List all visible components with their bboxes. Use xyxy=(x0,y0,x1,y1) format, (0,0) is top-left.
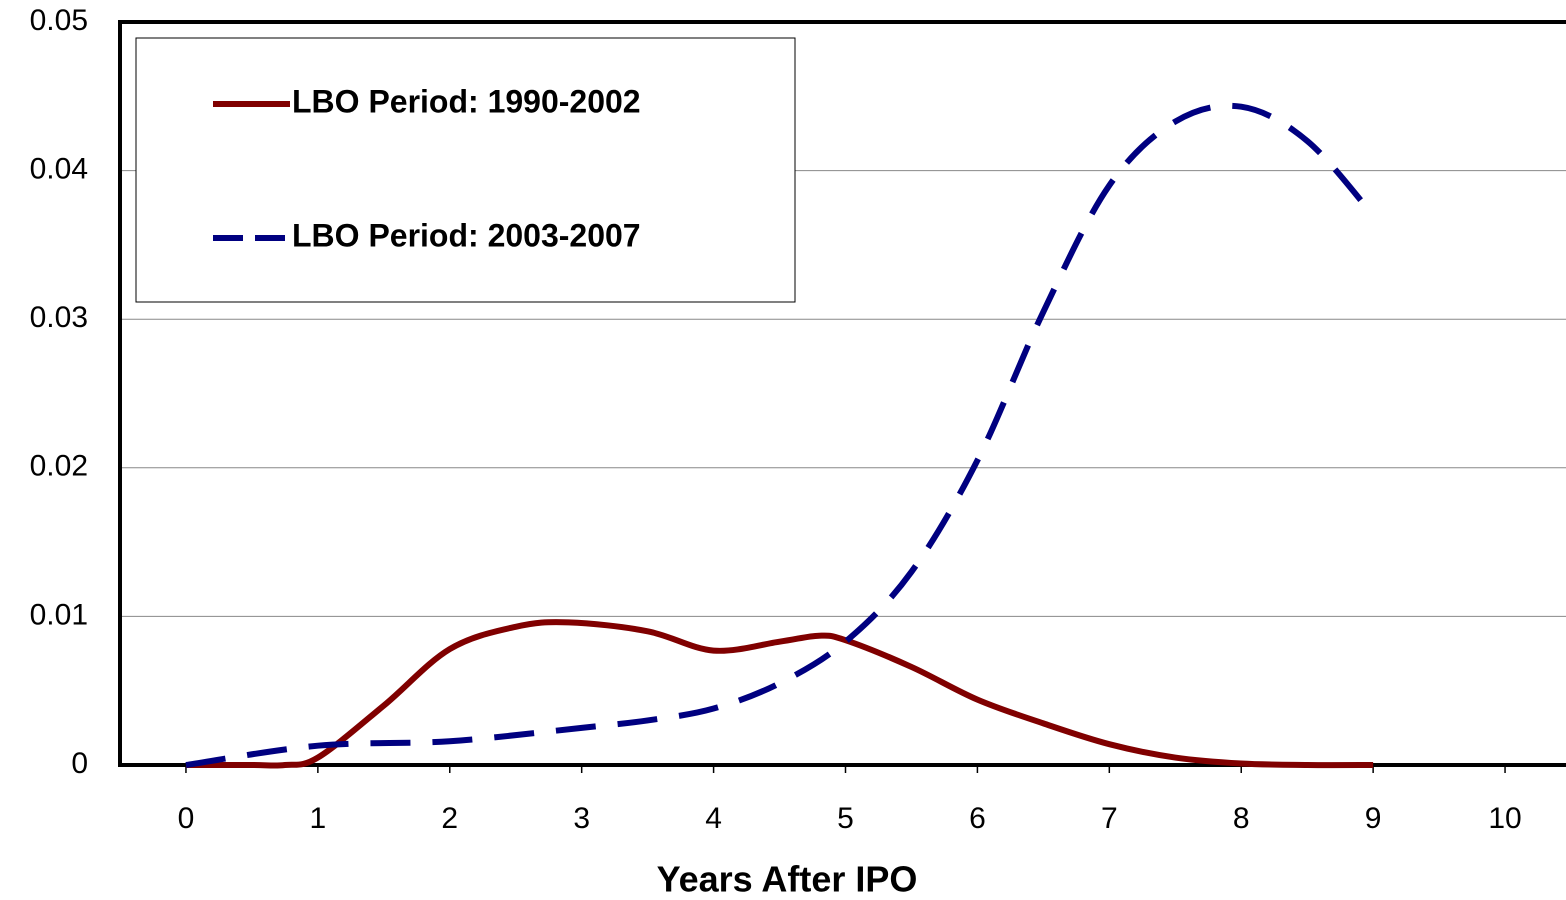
x-tick-label: 0 xyxy=(178,802,195,835)
x-tick-label: 8 xyxy=(1233,802,1250,835)
series-line xyxy=(185,102,1376,768)
x-tick-label: 1 xyxy=(310,802,327,835)
x-tick-label: 6 xyxy=(969,802,986,835)
legend-box xyxy=(135,37,796,303)
y-tick-label: 0.03 xyxy=(30,301,88,334)
y-tick-label: 0.05 xyxy=(30,4,88,37)
x-axis-title: Years After IPO xyxy=(657,859,918,900)
y-tick-label: 0.01 xyxy=(30,598,88,631)
x-tick-label: 3 xyxy=(573,802,590,835)
x-tick-label: 4 xyxy=(705,802,722,835)
series-line xyxy=(185,619,1374,769)
x-tick-label: 7 xyxy=(1101,802,1118,835)
plot-frame xyxy=(118,20,1566,767)
y-tick-label: 0 xyxy=(71,747,88,780)
x-tick-label: 5 xyxy=(837,802,854,835)
legend-label: LBO Period: 1990-2002 xyxy=(292,83,641,119)
y-tick-label: 0.02 xyxy=(30,450,88,483)
y-tick-label: 0.04 xyxy=(30,153,88,186)
x-tick-label: 10 xyxy=(1488,802,1521,835)
x-tick-label: 9 xyxy=(1365,802,1382,835)
legend: LBO Period: 1990-2002 LBO Period: 2003-20… xyxy=(135,37,796,303)
legend-label: LBO Period: 2003-2007 xyxy=(292,217,641,253)
x-tick-label: 2 xyxy=(441,802,458,835)
